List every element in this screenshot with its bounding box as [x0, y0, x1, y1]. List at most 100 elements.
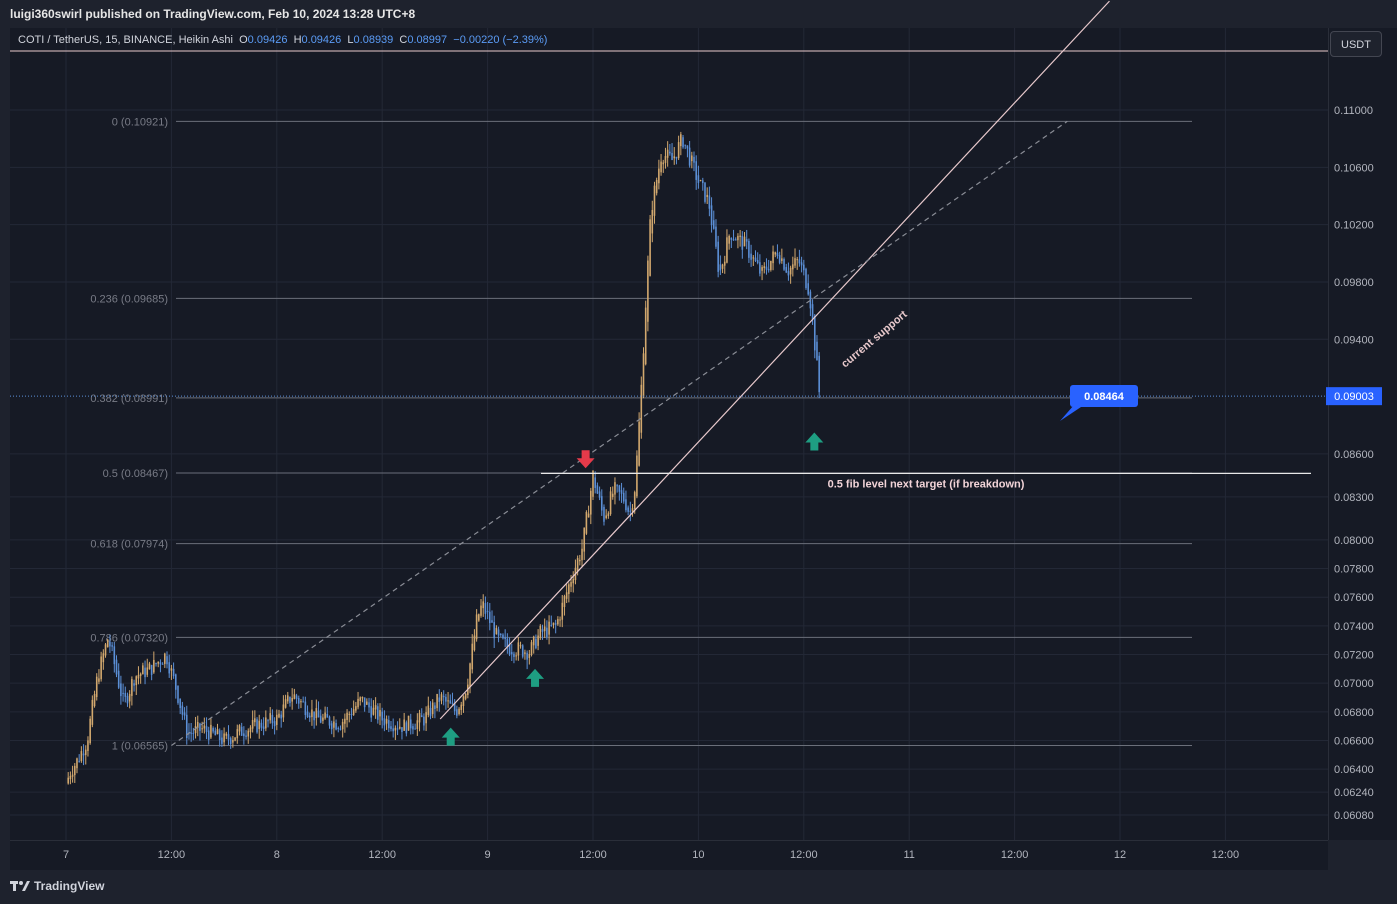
candle-body — [251, 720, 254, 729]
candle-body — [366, 701, 368, 705]
currency-button[interactable]: USDT — [1330, 31, 1382, 57]
candle-body — [429, 707, 432, 717]
candle-body — [262, 726, 265, 730]
candle-body — [322, 717, 324, 721]
candle-body — [682, 137, 684, 148]
time-tick-label: 12:00 — [368, 849, 396, 861]
price-tick-label: 0.08300 — [1334, 492, 1374, 504]
candle-body — [499, 634, 502, 636]
candle-body — [148, 663, 151, 670]
support-trendline — [439, 0, 1110, 720]
price-tick-label: 0.07000 — [1334, 678, 1374, 690]
candle-body — [655, 179, 658, 194]
candle-body — [438, 697, 441, 702]
candle-body — [311, 709, 313, 718]
candle-body — [383, 718, 386, 726]
candle-body — [761, 267, 763, 271]
open-value: 0.09426 — [247, 34, 288, 46]
brand-name: TradingView — [34, 879, 105, 893]
time-tick-label: 11 — [903, 849, 914, 861]
low-label: L — [347, 34, 354, 46]
candle-body — [517, 642, 520, 656]
candle-body — [723, 261, 726, 266]
candle-body — [697, 175, 700, 183]
time-axis[interactable] — [10, 840, 1328, 871]
candle-body — [385, 718, 388, 724]
callout-box — [1070, 385, 1138, 407]
candle-body — [359, 697, 362, 701]
price-tick-label: 0.07400 — [1334, 621, 1374, 633]
candle-body — [530, 642, 533, 655]
candle-body — [691, 155, 693, 162]
candle-body — [363, 697, 366, 708]
candle-body — [721, 264, 724, 269]
tradingview-logo[interactable]: TradingView — [10, 879, 104, 893]
candle-body — [315, 708, 318, 719]
candle-body — [150, 664, 153, 675]
candle-body — [625, 499, 627, 511]
candle-body — [289, 696, 291, 704]
candle-body — [539, 625, 542, 639]
price-axis[interactable] — [1328, 28, 1397, 840]
candle-body — [594, 477, 596, 488]
candle-body — [704, 182, 706, 202]
candle-body — [550, 624, 553, 626]
candle-body — [442, 695, 445, 698]
candle-body — [357, 698, 359, 708]
candle-body — [737, 235, 739, 241]
symbol-legend: COTI / TetherUS, 15, BINANCE, Heikin Ash… — [18, 34, 547, 46]
candle-body — [587, 513, 590, 518]
price-tick-label: 0.07600 — [1334, 592, 1374, 604]
candle-body — [543, 626, 546, 632]
candle-body — [302, 701, 304, 703]
candle-body — [409, 719, 412, 729]
candle-body — [203, 725, 206, 729]
candle-body — [750, 253, 752, 260]
candle-body — [126, 695, 129, 704]
candle-body — [458, 708, 460, 715]
candle-body — [372, 707, 375, 715]
candle-body — [506, 638, 509, 647]
candle-body — [627, 507, 629, 512]
candle-body — [168, 662, 171, 674]
candle-body — [89, 718, 91, 744]
price-tick-label: 0.09400 — [1334, 334, 1374, 346]
candle-body — [271, 714, 274, 724]
candle-body — [715, 226, 717, 247]
chart-area[interactable] — [10, 28, 1328, 840]
candle-body — [390, 726, 392, 730]
candle-body — [111, 645, 113, 647]
low-value: 0.08939 — [353, 34, 394, 46]
close-value: 0.08997 — [407, 34, 448, 46]
candle-body — [488, 611, 491, 624]
candle-body — [631, 508, 634, 512]
candle-body — [605, 515, 607, 519]
candle-body — [117, 670, 120, 688]
candle-body — [451, 702, 454, 704]
candle-body — [300, 701, 302, 703]
candle-body — [265, 717, 267, 729]
price-tick-label: 0.06600 — [1334, 735, 1374, 747]
candle-body — [306, 711, 309, 717]
candle-body — [559, 619, 561, 621]
candle-body — [355, 706, 357, 711]
candle-body — [478, 614, 480, 621]
candle-body — [344, 718, 346, 724]
candle-body — [493, 622, 495, 639]
candle-body — [276, 714, 278, 725]
candle-body — [453, 703, 456, 712]
candle-body — [561, 602, 564, 620]
candle-body — [427, 705, 430, 715]
candle-body — [155, 663, 157, 665]
candle-body — [585, 512, 588, 534]
candle-body — [115, 659, 118, 675]
candle-body — [212, 728, 214, 732]
candle-body — [431, 702, 434, 715]
open-label: O — [239, 34, 248, 46]
candle-body — [708, 195, 711, 209]
candle-body — [194, 726, 197, 734]
candle-body — [528, 654, 531, 658]
candle-body — [98, 678, 100, 682]
time-tick-label: 9 — [485, 849, 491, 861]
